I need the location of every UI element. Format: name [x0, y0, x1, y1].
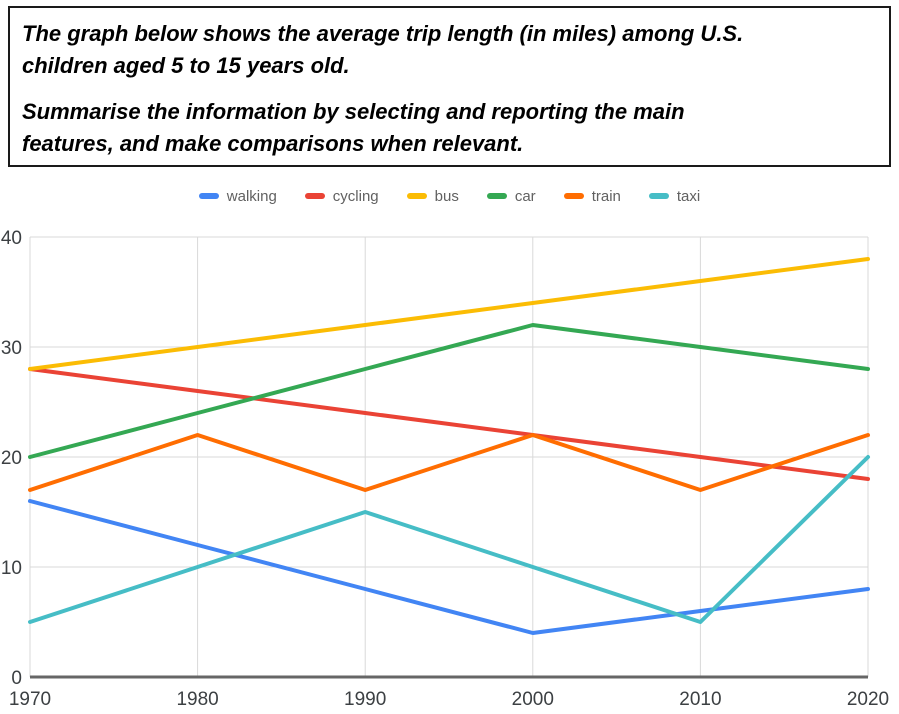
task-paragraph-2-line-1: Summarise the information by selecting a… — [22, 99, 685, 124]
legend-item-walking: walking — [198, 187, 277, 205]
legend-item-car: car — [486, 187, 536, 205]
taxi-legend-swatch — [648, 193, 669, 199]
task-paragraph-1: The graph below shows the average trip l… — [22, 18, 875, 82]
series-line-train — [28, 433, 870, 492]
legend-item-cycling: cycling — [304, 187, 379, 205]
legend-item-taxi: taxi — [648, 187, 701, 205]
walking-legend-swatch — [198, 193, 219, 199]
task-paragraph-2: Summarise the information by selecting a… — [22, 96, 875, 160]
y-axis-label-30: 30 — [1, 338, 22, 359]
task-paragraph-2-line-2: features, and make comparisons when rele… — [22, 131, 524, 156]
chart-legend: walking cycling bus car train taxi — [0, 185, 899, 207]
x-axis-label-1990: 1990 — [344, 689, 386, 710]
legend-item-bus: bus — [406, 187, 459, 205]
x-axis-label-2010: 2010 — [679, 689, 721, 710]
series-line-taxi — [28, 455, 870, 624]
x-axis-label-2020: 2020 — [847, 689, 889, 710]
task-paragraph-1-line-1: The graph below shows the average trip l… — [22, 21, 744, 46]
trip-length-line-chart: 0 10 20 30 40 1970 1980 1990 2000 2010 2020 — [1, 228, 889, 710]
bus-legend-swatch — [406, 193, 427, 199]
car-legend-swatch — [486, 193, 507, 199]
walking-legend-label: walking — [226, 187, 277, 205]
series-line-walking — [28, 499, 870, 635]
y-axis-label-20: 20 — [1, 448, 22, 469]
train-legend-label: train — [591, 187, 621, 205]
x-axis-label-1970: 1970 — [9, 689, 51, 710]
x-axis-label-1980: 1980 — [176, 689, 218, 710]
series-line-cycling — [28, 367, 870, 481]
train-legend-swatch — [563, 193, 584, 199]
task-paragraph-1-line-2: children aged 5 to 15 years old. — [22, 53, 350, 78]
taxi-legend-label: taxi — [676, 187, 701, 205]
cycling-legend-swatch — [304, 193, 325, 199]
y-axis-label-10: 10 — [1, 558, 22, 579]
series-line-car — [28, 323, 870, 459]
task-description-box: The graph below shows the average trip l… — [8, 6, 891, 167]
series-line-bus — [28, 257, 870, 371]
car-legend-label: car — [514, 187, 536, 205]
bus-legend-label: bus — [434, 187, 459, 205]
y-axis-label-40: 40 — [1, 228, 22, 249]
x-axis-label-2000: 2000 — [512, 689, 554, 710]
legend-item-train: train — [563, 187, 621, 205]
y-axis-label-0: 0 — [11, 668, 22, 689]
cycling-legend-label: cycling — [332, 187, 379, 205]
